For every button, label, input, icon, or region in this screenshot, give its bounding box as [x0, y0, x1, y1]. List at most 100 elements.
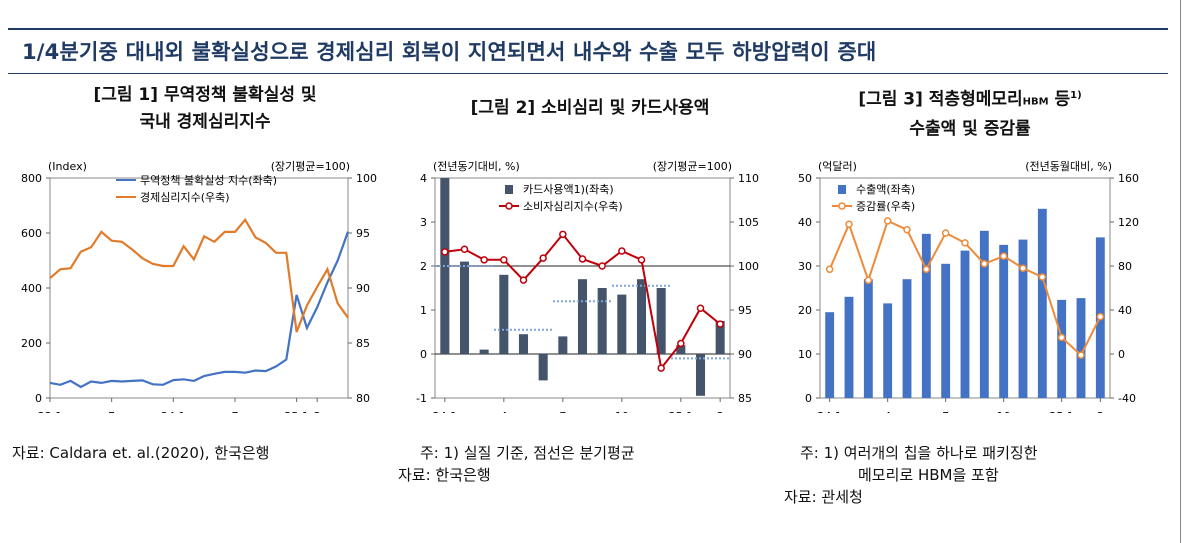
series-marker — [657, 364, 665, 372]
figure2-title: [그림 2] 소비심리 및 카드사용액 — [470, 98, 710, 118]
legend-marker — [838, 202, 846, 210]
page-right-border — [1180, 0, 1181, 543]
left-tick-label: -1 — [416, 392, 427, 405]
bar-2 — [459, 261, 470, 354]
legend-label: 카드사용액1)(좌축) — [523, 183, 614, 196]
bar-9 — [597, 288, 607, 354]
figure2-source: 자료: 한국은행 — [398, 466, 491, 484]
right-tick-label: 40 — [1118, 304, 1132, 317]
legend-swatch — [838, 185, 846, 194]
series-marker — [598, 262, 606, 270]
plot-frame — [49, 177, 349, 399]
legend-label: 증감률(우축) — [856, 200, 915, 213]
figure2-chart: (전년동기대비, %) (장기평균=100) -1 0 1 2 3 4 85 90 95 100 105… — [416, 160, 759, 413]
figure1-chart: (Index) (장기평균=100) 0 200 400 600 800 80 85 90 95 10… — [21, 160, 377, 413]
series-marker — [864, 276, 873, 285]
x-tick-label: 7 — [942, 410, 949, 413]
bar-3 — [863, 279, 873, 398]
bar-12 — [1037, 208, 1047, 398]
x-tick-label: 25.1 — [284, 410, 309, 413]
right-tick-label: 85 — [738, 392, 752, 405]
header-bottom-rule — [8, 73, 1168, 74]
left-tick-label: 40 — [798, 216, 812, 229]
series-line-2 — [49, 217, 349, 333]
figure1-title-line1: [그림 1] 무역정책 불확실성 및 — [93, 85, 317, 105]
right-tick-label: 95 — [738, 304, 752, 317]
x-tick-label: 25.1 — [1049, 410, 1074, 413]
left-axis-unit: (억달러) — [818, 160, 857, 173]
series-marker — [716, 320, 724, 328]
bar-13 — [676, 345, 686, 354]
left-tick-label: 3 — [420, 216, 427, 229]
series-marker — [696, 304, 705, 312]
x-tick-label: 3 — [717, 410, 724, 413]
legend-swatch — [505, 185, 513, 194]
series-marker — [845, 220, 853, 228]
left-tick-label: 20 — [798, 304, 812, 317]
series-marker — [903, 225, 911, 234]
bar-6 — [921, 233, 931, 398]
bar-2 — [844, 296, 854, 398]
right-tick-label: 120 — [1118, 216, 1139, 229]
bar-8 — [960, 250, 970, 398]
right-tick-label: 85 — [356, 337, 370, 350]
figure1-title: [그림 1] 무역정책 불확실성 및 국내 경제심리지수 — [30, 82, 380, 136]
right-tick-label: -40 — [1118, 392, 1136, 405]
bar-12 — [656, 288, 666, 354]
bar-7 — [558, 336, 568, 354]
bar-11 — [1018, 239, 1028, 398]
series-marker — [578, 255, 587, 263]
figure3-title: [그림 3] 적층형메모리HBM 등1) 수출액 및 증감률 — [790, 82, 1150, 143]
figure3-title-sup: 1) — [1070, 90, 1082, 101]
figure3-source: 자료: 관세청 — [784, 488, 863, 506]
right-axis-unit: (장기평균=100) — [653, 160, 732, 173]
right-tick-label: 0 — [1118, 348, 1125, 361]
series-marker — [539, 254, 547, 262]
series-marker — [1077, 351, 1085, 359]
x-tick-label: 7 — [559, 410, 566, 413]
series-marker — [825, 265, 834, 274]
right-tick-label: 100 — [738, 260, 759, 273]
legend-marker — [505, 202, 513, 210]
right-tick-label: 80 — [356, 392, 370, 405]
x-tick-label: 10 — [997, 410, 1011, 413]
bar-10 — [999, 244, 1009, 398]
left-tick-label: 200 — [21, 337, 42, 350]
series-marker — [1019, 264, 1027, 272]
bar-6 — [538, 354, 548, 381]
left-tick-label: 1 — [420, 304, 427, 317]
x-tick-label: 24.1 — [433, 410, 458, 413]
figure3-title-main: [그림 3] 적층형메모리 — [858, 89, 1023, 110]
figure3-chart: (억달러) (전년동월대비, %) 0 10 20 30 40 50 -40 0 40 80 120 16… — [798, 160, 1139, 413]
legend-label: 경제심리지수(우축) — [140, 191, 230, 204]
right-axis-unit: (전년동월대비, %) — [1025, 160, 1112, 173]
bar-9 — [979, 230, 989, 398]
bar-7 — [941, 263, 951, 398]
left-tick-label: 400 — [21, 282, 42, 295]
series-marker — [999, 252, 1008, 260]
x-tick-label: 3 — [314, 410, 321, 413]
x-tick-label: 10 — [615, 410, 629, 413]
series-marker — [677, 339, 685, 348]
x-tick-label: 24.1 — [161, 410, 186, 413]
bar-8 — [577, 279, 588, 354]
right-tick-label: 95 — [356, 227, 370, 240]
left-axis-unit: (전년동기대비, %) — [433, 160, 520, 173]
figure3-title-line1: [그림 3] 적층형메모리HBM 등1) — [790, 82, 1150, 116]
bar-14 — [695, 354, 706, 396]
bar-4 — [499, 274, 509, 354]
left-tick-label: 0 — [805, 392, 812, 405]
x-tick-label: 3 — [1097, 410, 1104, 413]
x-tick-label: 7 — [108, 410, 115, 413]
figure1-source: 자료: Caldara et. al.(2020), 한국은행 — [12, 444, 270, 462]
series-marker — [980, 260, 989, 268]
left-tick-label: 30 — [798, 260, 812, 273]
right-tick-label: 100 — [356, 172, 377, 185]
series-marker — [941, 229, 950, 237]
page-title: 1/4분기중 대내외 불확실성으로 경제심리 회복이 지연되면서 내수와 수출 … — [22, 40, 877, 64]
series-marker — [637, 256, 646, 264]
bar-13 — [1057, 299, 1067, 398]
bar-5 — [518, 334, 529, 354]
series-marker — [961, 239, 969, 247]
bar-3 — [479, 349, 489, 354]
